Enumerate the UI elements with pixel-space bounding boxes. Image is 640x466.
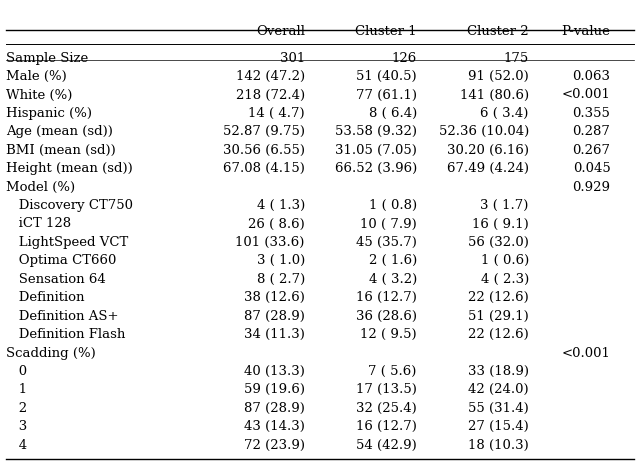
Text: 22 (12.6): 22 (12.6)	[468, 291, 529, 304]
Text: 2: 2	[6, 402, 28, 415]
Text: Definition Flash: Definition Flash	[6, 328, 126, 341]
Text: 42 (24.0): 42 (24.0)	[468, 384, 529, 397]
Text: 30.56 (6.55): 30.56 (6.55)	[223, 144, 305, 157]
Text: 142 (47.2): 142 (47.2)	[236, 70, 305, 83]
Text: 126: 126	[392, 52, 417, 65]
Text: 16 (12.7): 16 (12.7)	[356, 420, 417, 433]
Text: 38 (12.6): 38 (12.6)	[244, 291, 305, 304]
Text: 26 ( 8.6): 26 ( 8.6)	[248, 218, 305, 231]
Text: 67.08 (4.15): 67.08 (4.15)	[223, 162, 305, 175]
Text: 17 (13.5): 17 (13.5)	[356, 384, 417, 397]
Text: Sample Size: Sample Size	[6, 52, 89, 65]
Text: 301: 301	[280, 52, 305, 65]
Text: Age (mean (sd)): Age (mean (sd))	[6, 125, 113, 138]
Text: 53.58 (9.32): 53.58 (9.32)	[335, 125, 417, 138]
Text: 10 ( 7.9): 10 ( 7.9)	[360, 218, 417, 231]
Text: 16 (12.7): 16 (12.7)	[356, 291, 417, 304]
Text: iCT 128: iCT 128	[6, 218, 72, 231]
Text: 51 (29.1): 51 (29.1)	[468, 309, 529, 322]
Text: Definition: Definition	[6, 291, 85, 304]
Text: <0.001: <0.001	[561, 89, 611, 102]
Text: 2 ( 1.6): 2 ( 1.6)	[369, 254, 417, 267]
Text: 87 (28.9): 87 (28.9)	[244, 309, 305, 322]
Text: 0.929: 0.929	[572, 181, 611, 194]
Text: 0.355: 0.355	[573, 107, 611, 120]
Text: 1 ( 0.8): 1 ( 0.8)	[369, 199, 417, 212]
Text: 43 (14.3): 43 (14.3)	[244, 420, 305, 433]
Text: Hispanic (%): Hispanic (%)	[6, 107, 92, 120]
Text: Male (%): Male (%)	[6, 70, 67, 83]
Text: 55 (31.4): 55 (31.4)	[468, 402, 529, 415]
Text: BMI (mean (sd)): BMI (mean (sd))	[6, 144, 116, 157]
Text: 4: 4	[6, 439, 28, 452]
Text: 66.52 (3.96): 66.52 (3.96)	[335, 162, 417, 175]
Text: <0.001: <0.001	[561, 347, 611, 360]
Text: 0.287: 0.287	[573, 125, 611, 138]
Text: 1: 1	[6, 384, 28, 397]
Text: P-value: P-value	[561, 25, 611, 38]
Text: 4 ( 1.3): 4 ( 1.3)	[257, 199, 305, 212]
Text: 87 (28.9): 87 (28.9)	[244, 402, 305, 415]
Text: 14 ( 4.7): 14 ( 4.7)	[248, 107, 305, 120]
Text: 101 (33.6): 101 (33.6)	[236, 236, 305, 249]
Text: 0.267: 0.267	[572, 144, 611, 157]
Text: 52.36 (10.04): 52.36 (10.04)	[438, 125, 529, 138]
Text: 1 ( 0.6): 1 ( 0.6)	[481, 254, 529, 267]
Text: 8 ( 2.7): 8 ( 2.7)	[257, 273, 305, 286]
Text: 7 ( 5.6): 7 ( 5.6)	[369, 365, 417, 378]
Text: 30.20 (6.16): 30.20 (6.16)	[447, 144, 529, 157]
Text: Discovery CT750: Discovery CT750	[6, 199, 133, 212]
Text: 141 (80.6): 141 (80.6)	[460, 89, 529, 102]
Text: 175: 175	[504, 52, 529, 65]
Text: LightSpeed VCT: LightSpeed VCT	[6, 236, 129, 249]
Text: Height (mean (sd)): Height (mean (sd))	[6, 162, 133, 175]
Text: 72 (23.9): 72 (23.9)	[244, 439, 305, 452]
Text: 45 (35.7): 45 (35.7)	[356, 236, 417, 249]
Text: 67.49 (4.24): 67.49 (4.24)	[447, 162, 529, 175]
Text: 12 ( 9.5): 12 ( 9.5)	[360, 328, 417, 341]
Text: 4 ( 3.2): 4 ( 3.2)	[369, 273, 417, 286]
Text: White (%): White (%)	[6, 89, 73, 102]
Text: Model (%): Model (%)	[6, 181, 76, 194]
Text: 3 ( 1.0): 3 ( 1.0)	[257, 254, 305, 267]
Text: Cluster 1: Cluster 1	[355, 25, 417, 38]
Text: 59 (19.6): 59 (19.6)	[244, 384, 305, 397]
Text: Cluster 2: Cluster 2	[467, 25, 529, 38]
Text: 33 (18.9): 33 (18.9)	[468, 365, 529, 378]
Text: 0.063: 0.063	[572, 70, 611, 83]
Text: Scadding (%): Scadding (%)	[6, 347, 96, 360]
Text: 4 ( 2.3): 4 ( 2.3)	[481, 273, 529, 286]
Text: 3: 3	[6, 420, 28, 433]
Text: 0: 0	[6, 365, 28, 378]
Text: 34 (11.3): 34 (11.3)	[244, 328, 305, 341]
Text: 91 (52.0): 91 (52.0)	[468, 70, 529, 83]
Text: Sensation 64: Sensation 64	[6, 273, 106, 286]
Text: 32 (25.4): 32 (25.4)	[356, 402, 417, 415]
Text: 218 (72.4): 218 (72.4)	[236, 89, 305, 102]
Text: 40 (13.3): 40 (13.3)	[244, 365, 305, 378]
Text: 77 (61.1): 77 (61.1)	[356, 89, 417, 102]
Text: 31.05 (7.05): 31.05 (7.05)	[335, 144, 417, 157]
Text: 8 ( 6.4): 8 ( 6.4)	[369, 107, 417, 120]
Text: 56 (32.0): 56 (32.0)	[468, 236, 529, 249]
Text: Overall: Overall	[256, 25, 305, 38]
Text: Optima CT660: Optima CT660	[6, 254, 116, 267]
Text: 52.87 (9.75): 52.87 (9.75)	[223, 125, 305, 138]
Text: 36 (28.6): 36 (28.6)	[356, 309, 417, 322]
Text: Definition AS+: Definition AS+	[6, 309, 119, 322]
Text: 16 ( 9.1): 16 ( 9.1)	[472, 218, 529, 231]
Text: 18 (10.3): 18 (10.3)	[468, 439, 529, 452]
Text: 22 (12.6): 22 (12.6)	[468, 328, 529, 341]
Text: 6 ( 3.4): 6 ( 3.4)	[481, 107, 529, 120]
Text: 0.045: 0.045	[573, 162, 611, 175]
Text: 3 ( 1.7): 3 ( 1.7)	[481, 199, 529, 212]
Text: 27 (15.4): 27 (15.4)	[468, 420, 529, 433]
Text: 54 (42.9): 54 (42.9)	[356, 439, 417, 452]
Text: 51 (40.5): 51 (40.5)	[356, 70, 417, 83]
